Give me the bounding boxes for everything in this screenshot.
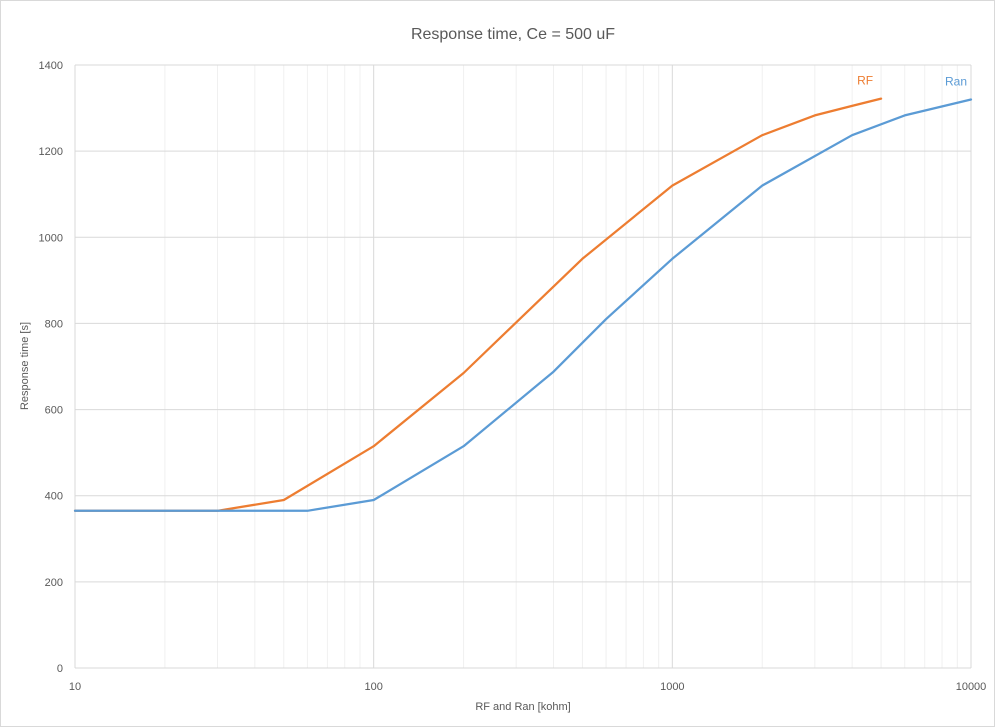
tick-labels: 10 100 1000 10000 0 200 400 600 800 1000 1200 1400 bbox=[39, 60, 987, 693]
series-label-rf: RF bbox=[857, 74, 873, 88]
y-tick-label: 400 bbox=[45, 491, 63, 503]
series-label-ran: Ran bbox=[945, 74, 967, 88]
series-line-ran bbox=[73, 98, 973, 512]
x-tick-label: 1000 bbox=[660, 681, 684, 693]
chart-title: Response time, Ce = 500 uF bbox=[411, 26, 615, 43]
y-tick-label: 1000 bbox=[39, 232, 63, 244]
y-tick-label: 1400 bbox=[39, 60, 63, 72]
series-line-rf bbox=[73, 97, 883, 512]
series-labels: RF Ran bbox=[857, 74, 967, 89]
y-tick-label: 0 bbox=[57, 663, 63, 675]
series-lines bbox=[73, 97, 973, 512]
y-tick-label: 600 bbox=[45, 405, 63, 417]
y-tick-label: 800 bbox=[45, 318, 63, 330]
x-tick-label: 10 bbox=[69, 681, 81, 693]
x-tick-label: 10000 bbox=[956, 681, 987, 693]
x-axis-title: RF and Ran [kohm] bbox=[475, 701, 570, 713]
y-tick-label: 1200 bbox=[39, 146, 63, 158]
y-tick-label: 200 bbox=[45, 577, 63, 589]
y-axis-title: Response time [s] bbox=[19, 322, 31, 410]
x-tick-label: 100 bbox=[364, 681, 382, 693]
grid-lines bbox=[74, 64, 972, 669]
